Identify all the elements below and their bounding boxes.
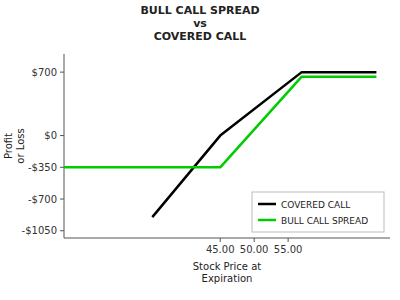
legend-box: [252, 192, 384, 232]
x-tick: [254, 238, 255, 242]
y-axis: [64, 54, 65, 238]
y-tick: [60, 167, 64, 168]
legend-label: COVERED CALL: [281, 200, 350, 210]
x-axis-label: Stock Price atExpiration: [193, 261, 262, 284]
x-tick: [288, 238, 289, 242]
x-tick-label: 45.00: [206, 244, 235, 255]
x-tick: [220, 238, 221, 242]
y-tick: [60, 72, 64, 73]
legend-swatch: [258, 203, 276, 206]
y-tick: [60, 230, 64, 231]
y-tick-label: $0: [44, 130, 57, 141]
y-tick-label: $700: [32, 67, 57, 78]
y-tick-label: -$350: [28, 162, 57, 173]
legend-swatch: [258, 219, 276, 222]
legend: COVERED CALL BULL CALL SPREAD: [252, 192, 384, 232]
y-tick: [60, 135, 64, 136]
title: BULL CALL SPREADvsCOVERED CALL: [140, 4, 259, 43]
y-tick-label: -$1050: [22, 225, 57, 236]
x-axis: [64, 238, 390, 239]
legend-label: BULL CALL SPREAD: [281, 216, 368, 226]
x-tick-label: 50.00: [240, 244, 269, 255]
x-tick-label: 55.00: [274, 244, 303, 255]
series-line: [64, 77, 376, 168]
chart: BULL CALL SPREADvsCOVERED CALL $700 $0 -$35…: [0, 0, 400, 300]
y-axis-label: Profitor Loss: [3, 128, 26, 163]
y-tick: [60, 199, 64, 200]
y-tick-label: -$700: [28, 194, 57, 205]
